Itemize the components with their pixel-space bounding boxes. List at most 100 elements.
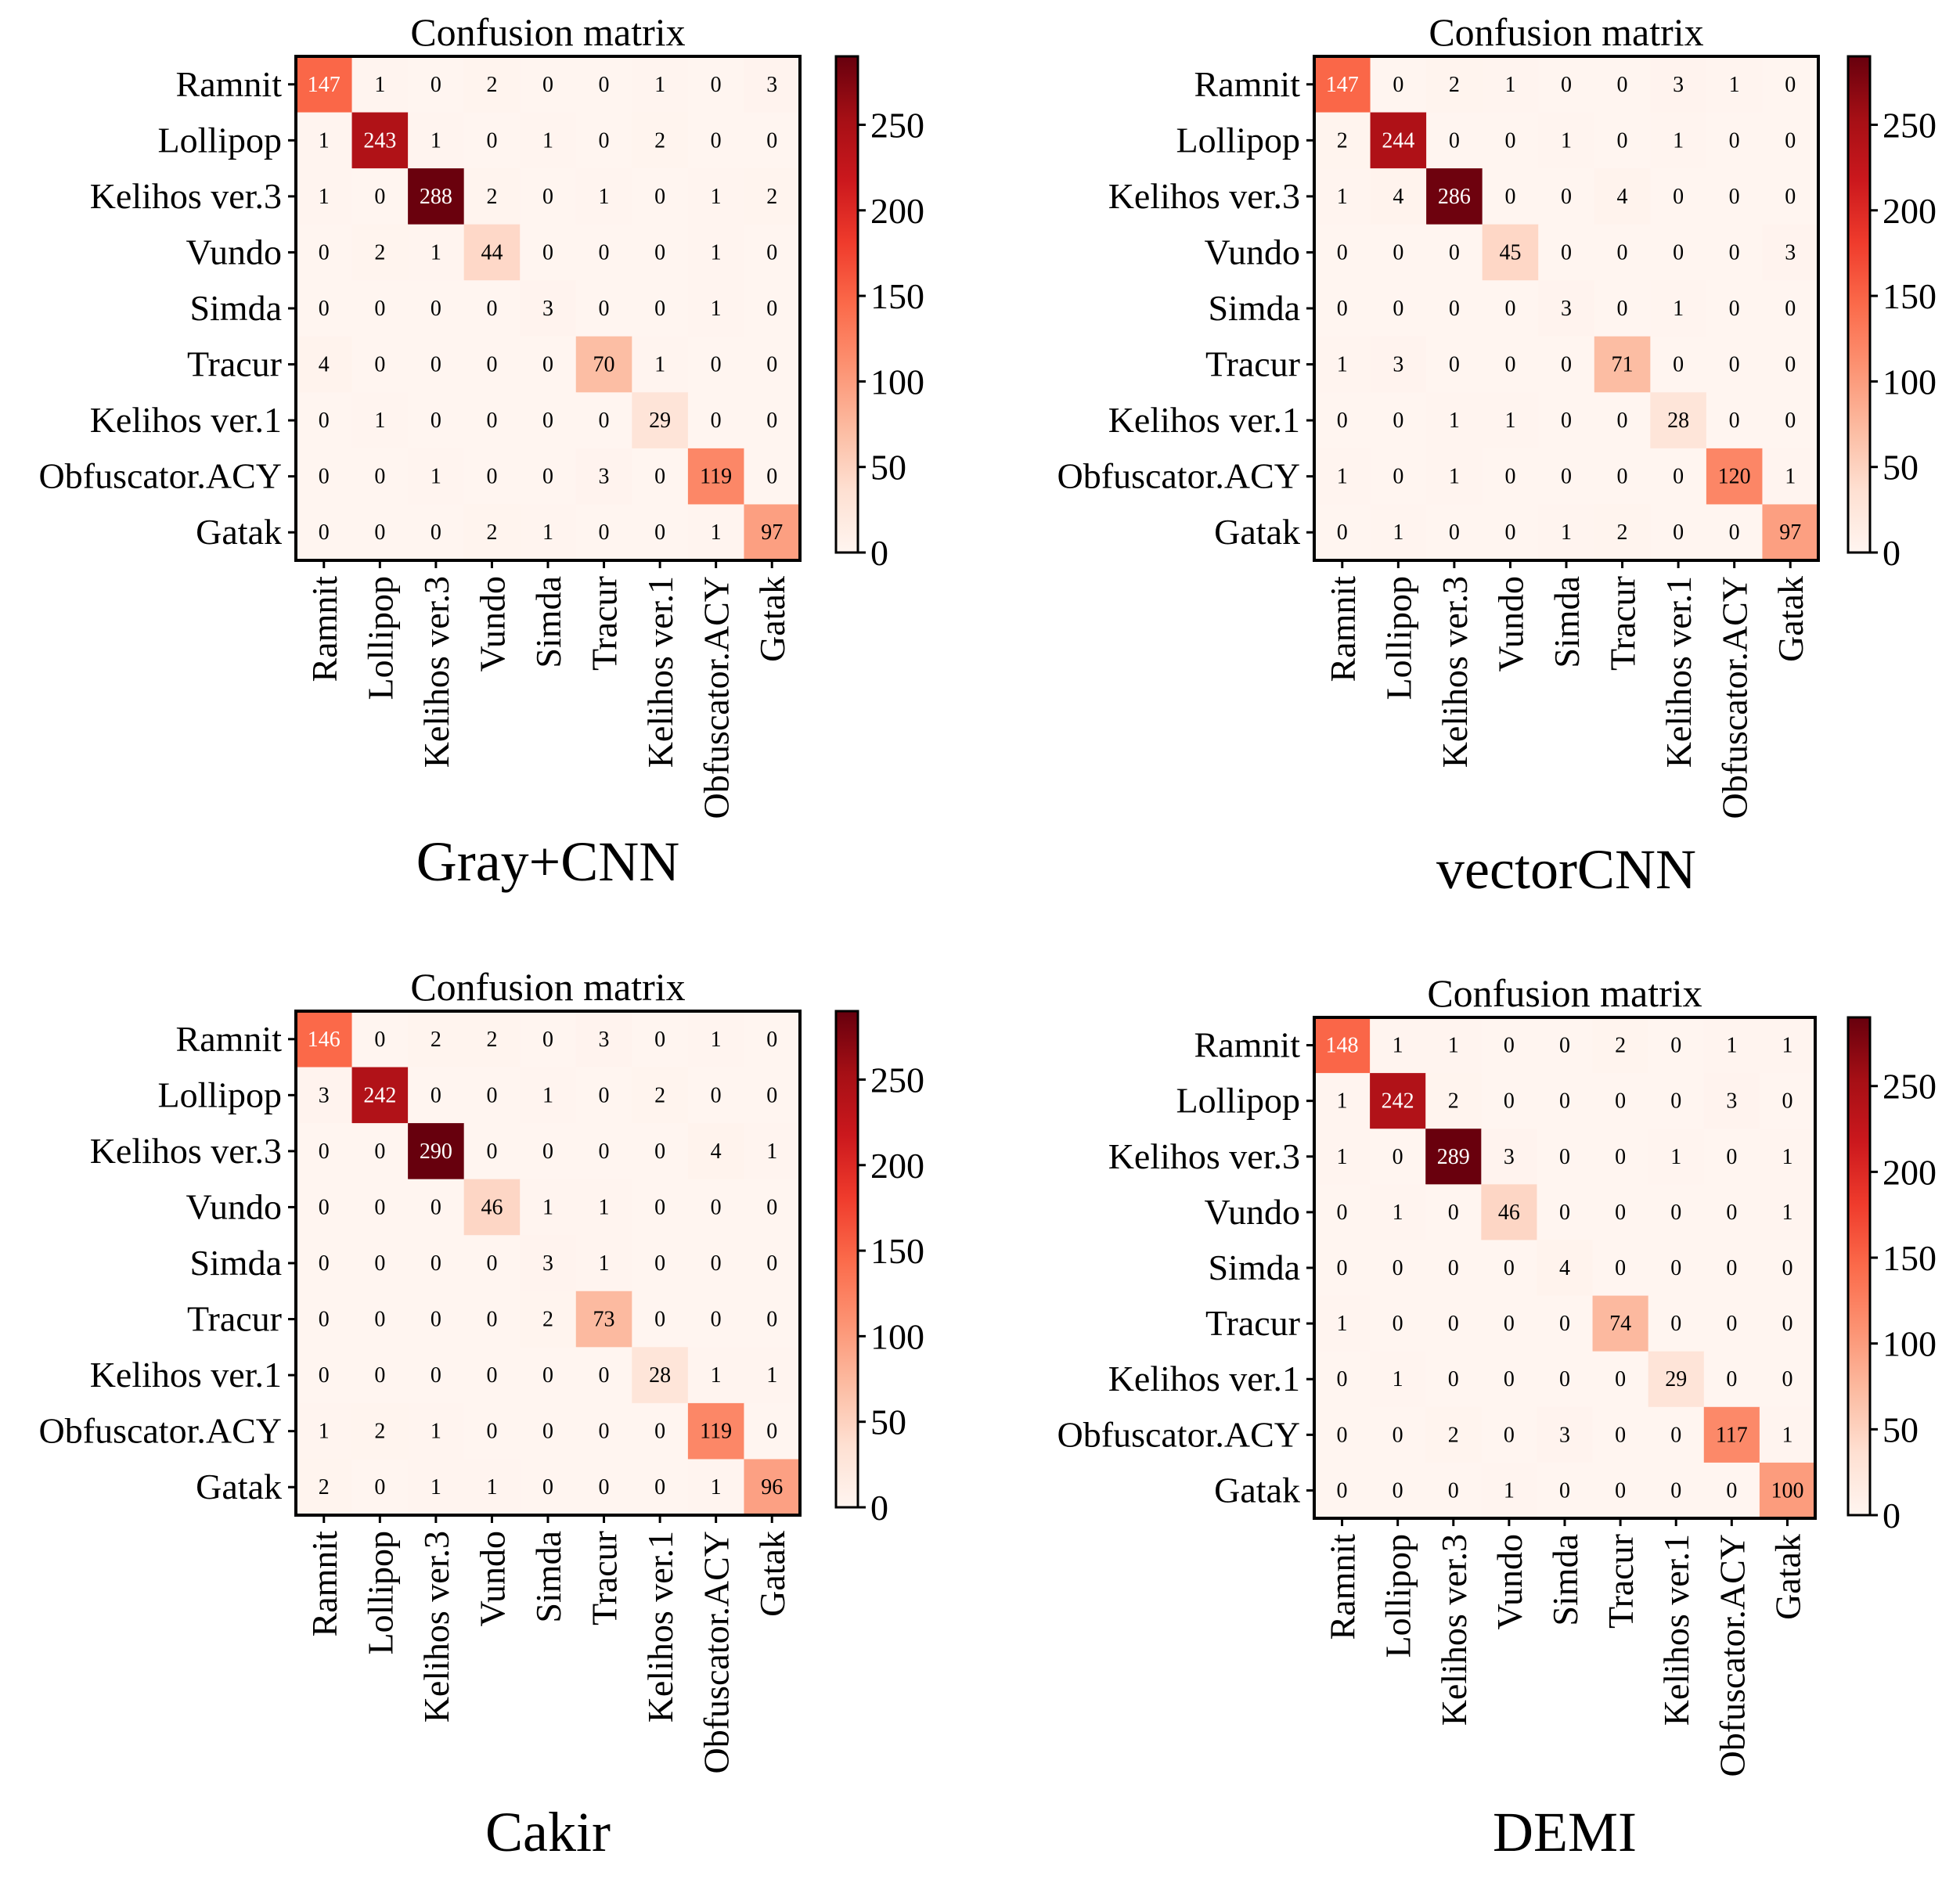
cell-value: 1 [766, 1363, 777, 1388]
cell-value: 0 [486, 1308, 497, 1332]
heatmap-cell [1650, 168, 1707, 225]
cell-value: 3 [1785, 240, 1796, 265]
cell-value: 242 [363, 1083, 396, 1107]
cell-value: 0 [431, 1195, 441, 1219]
cell-value: 1 [1337, 1089, 1348, 1114]
y-tick-label: Ramnit [176, 1019, 283, 1059]
heatmap-cell [351, 448, 409, 505]
cell-value: 289 [1437, 1145, 1470, 1169]
cell-value: 0 [1726, 1256, 1737, 1280]
heatmap-cell [1703, 1295, 1760, 1352]
x-tick-label: Ramnit [304, 576, 344, 682]
cell-value: 120 [1718, 465, 1751, 489]
cell-value: 0 [1615, 1145, 1626, 1169]
cell-value: 0 [1673, 353, 1684, 377]
heatmap-cell [1370, 1073, 1426, 1129]
heatmap-cell [1314, 1017, 1371, 1074]
heatmap-cell [296, 504, 353, 561]
cell-value: 0 [1504, 1089, 1515, 1114]
colorbar [834, 1010, 859, 1509]
heatmap-cell [1370, 56, 1427, 113]
heatmap-cell [1481, 1351, 1537, 1408]
heatmap-cell [463, 168, 521, 225]
cell-value: 1 [486, 1475, 497, 1499]
colorbar-tick-label: 200 [1883, 1152, 1937, 1192]
cell-value: 0 [1670, 1034, 1681, 1058]
x-tick-label: Kelihos ver.1 [640, 1531, 680, 1723]
y-tick-label: Lollipop [158, 1075, 282, 1114]
y-tick-label: Ramnit [1194, 1025, 1301, 1065]
y-tick-label: Kelihos ver.3 [1108, 1136, 1300, 1176]
cell-value: 0 [1337, 1423, 1348, 1447]
heatmap-cell [1314, 56, 1371, 113]
cell-value: 0 [486, 1083, 497, 1107]
heatmap-cell [1314, 1406, 1371, 1463]
x-tick-label: Lollipop [1378, 576, 1418, 700]
heatmap-cell [463, 504, 521, 561]
cell-value: 97 [1779, 520, 1801, 545]
cell-value: 1 [1448, 1034, 1459, 1058]
heatmap-cell [1762, 392, 1819, 449]
cell-value: 0 [1337, 240, 1348, 265]
heatmap-cell [1314, 1295, 1371, 1352]
heatmap-cell [1648, 1406, 1705, 1463]
heatmap-cell [575, 392, 632, 449]
x-tick-label: Vundo [472, 1531, 512, 1626]
cell-value: 0 [1448, 1312, 1459, 1336]
heatmap-cell [520, 1011, 577, 1068]
cell-value: 0 [431, 73, 441, 97]
x-tick-label: Simda [528, 576, 568, 668]
heatmap-cell [351, 56, 409, 113]
heatmap-cell [1703, 1240, 1760, 1297]
colorbar-tick-label: 250 [870, 105, 924, 145]
heatmap-cell [1537, 1462, 1594, 1519]
cell-value: 0 [766, 297, 777, 321]
cell-value: 0 [542, 73, 553, 97]
heatmap-cell [1594, 504, 1651, 561]
heatmap-cell [1706, 112, 1763, 169]
cell-value: 0 [1617, 465, 1628, 489]
cell-value: 0 [1337, 1256, 1348, 1280]
heatmap-cell [1537, 1295, 1594, 1352]
cell-value: 1 [542, 520, 553, 545]
y-tick-label: Kelihos ver.1 [90, 400, 282, 440]
heatmap-cell [632, 1459, 689, 1516]
matrix-title: Confusion matrix [410, 10, 685, 54]
cell-value: 0 [1393, 297, 1403, 321]
heatmap-cell [1650, 112, 1707, 169]
heatmap-cell [351, 112, 409, 169]
cell-value: 1 [654, 353, 665, 377]
heatmap-cell [687, 1291, 744, 1348]
cell-value: 0 [319, 297, 330, 321]
cell-value: 0 [1670, 1478, 1681, 1503]
heatmap-cell [463, 224, 521, 281]
heatmap-cell [632, 280, 689, 337]
heatmap-cell [520, 1291, 577, 1348]
cell-value: 0 [1449, 128, 1460, 153]
heatmap-cell [1370, 1295, 1426, 1352]
cell-value: 3 [766, 73, 777, 97]
heatmap-cell [296, 56, 353, 113]
cell-value: 0 [1393, 1256, 1403, 1280]
cell-value: 288 [420, 185, 452, 209]
cell-value: 1 [1782, 1034, 1792, 1058]
heatmap-cell [1592, 1017, 1649, 1074]
heatmap-cell [744, 1123, 801, 1180]
cell-value: 0 [1615, 1201, 1626, 1225]
heatmap-cell [1759, 1184, 1816, 1240]
cell-value: 0 [486, 409, 497, 433]
heatmap-cell [520, 392, 577, 449]
cell-value: 1 [319, 185, 330, 209]
heatmap-cell [296, 224, 353, 281]
cell-value: 0 [599, 297, 610, 321]
heatmap-cell [687, 112, 744, 169]
cell-value: 0 [374, 1308, 385, 1332]
heatmap-cell [520, 1179, 577, 1236]
cell-value: 0 [1393, 73, 1403, 97]
x-tick-label: Ramnit [304, 1531, 344, 1637]
cell-value: 0 [1337, 1478, 1348, 1503]
heatmap-cell [1425, 1462, 1482, 1519]
cell-value: 1 [374, 73, 385, 97]
cell-value: 0 [1782, 1256, 1792, 1280]
